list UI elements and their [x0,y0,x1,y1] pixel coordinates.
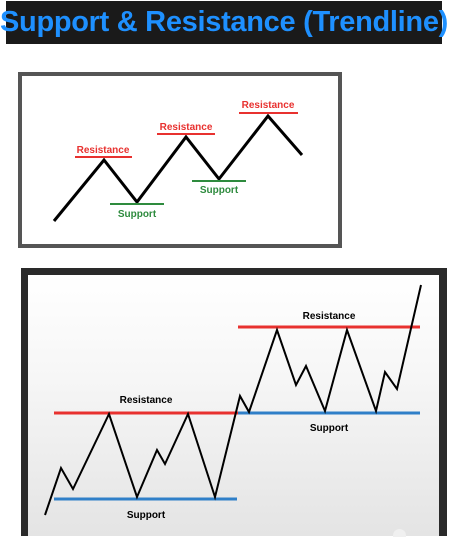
resistance-label-2: Resistance [160,122,213,133]
lower-resistance-label: Resistance [120,395,173,406]
price-path-line [44,284,422,516]
support-label-1: Support [118,209,157,220]
title-banner: Support & Resistance (Trendline) [0,1,448,44]
price-zigzag-line [52,113,304,222]
breakout-diagram: Resistance Support Resistance Support [44,284,422,521]
lower-support-label: Support [127,510,166,521]
upper-resistance-label: Resistance [303,311,356,322]
bottom-edge-marker [393,529,406,537]
upper-support-label: Support [310,423,349,434]
resistance-label-1: Resistance [77,145,130,156]
uptrend-diagram: Resistance Resistance Resistance Support… [52,100,304,222]
support-label-2: Support [200,185,239,196]
page-title: Support & Resistance (Trendline) [0,6,449,38]
breakout-diagram-panel: Resistance Support Resistance Support [21,268,447,536]
resistance-label-3: Resistance [242,100,295,111]
uptrend-diagram-panel: Resistance Resistance Resistance Support… [18,72,342,248]
